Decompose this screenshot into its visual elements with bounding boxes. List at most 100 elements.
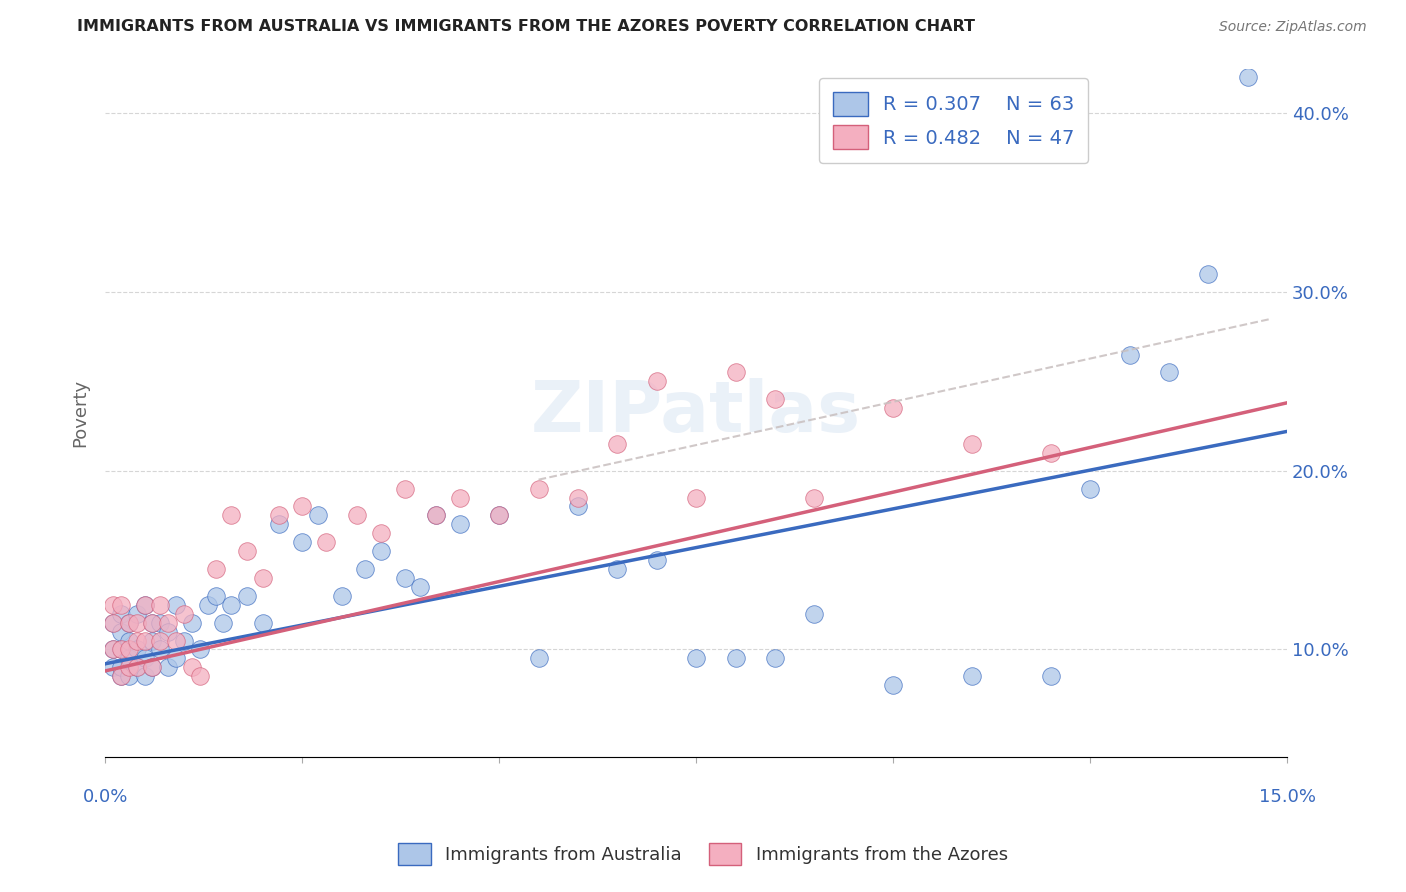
Point — [685, 651, 707, 665]
Text: ZIPatlas: ZIPatlas — [531, 378, 862, 447]
Point — [645, 553, 668, 567]
Point — [606, 562, 628, 576]
Point — [267, 517, 290, 532]
Point — [882, 678, 904, 692]
Point — [188, 642, 211, 657]
Point — [685, 491, 707, 505]
Point — [724, 365, 747, 379]
Text: 15.0%: 15.0% — [1258, 788, 1316, 805]
Point — [346, 508, 368, 523]
Point — [134, 669, 156, 683]
Point — [370, 526, 392, 541]
Point — [101, 642, 124, 657]
Point — [882, 401, 904, 416]
Point — [204, 589, 226, 603]
Point — [212, 615, 235, 630]
Y-axis label: Poverty: Poverty — [72, 378, 89, 447]
Point — [370, 544, 392, 558]
Point — [291, 500, 314, 514]
Point — [141, 660, 163, 674]
Point — [409, 580, 432, 594]
Point — [149, 615, 172, 630]
Point — [125, 633, 148, 648]
Point — [763, 651, 786, 665]
Point — [315, 535, 337, 549]
Point — [449, 491, 471, 505]
Point — [394, 482, 416, 496]
Point — [236, 544, 259, 558]
Point — [149, 642, 172, 657]
Point — [101, 642, 124, 657]
Point — [134, 598, 156, 612]
Point — [606, 437, 628, 451]
Point — [354, 562, 377, 576]
Point — [425, 508, 447, 523]
Point — [110, 660, 132, 674]
Point — [157, 615, 180, 630]
Point — [1157, 365, 1180, 379]
Point — [197, 598, 219, 612]
Point — [527, 482, 550, 496]
Point — [449, 517, 471, 532]
Point — [330, 589, 353, 603]
Text: IMMIGRANTS FROM AUSTRALIA VS IMMIGRANTS FROM THE AZORES POVERTY CORRELATION CHAR: IMMIGRANTS FROM AUSTRALIA VS IMMIGRANTS … — [77, 20, 976, 34]
Point — [180, 660, 202, 674]
Point — [188, 669, 211, 683]
Point — [488, 508, 510, 523]
Point — [149, 598, 172, 612]
Point — [118, 669, 141, 683]
Point — [252, 615, 274, 630]
Point — [219, 508, 242, 523]
Point — [307, 508, 329, 523]
Point — [118, 615, 141, 630]
Point — [141, 660, 163, 674]
Point — [110, 642, 132, 657]
Point — [567, 491, 589, 505]
Point — [180, 615, 202, 630]
Point — [157, 660, 180, 674]
Point — [803, 607, 825, 621]
Point — [763, 392, 786, 407]
Point — [488, 508, 510, 523]
Point — [1039, 446, 1062, 460]
Legend: Immigrants from Australia, Immigrants from the Azores: Immigrants from Australia, Immigrants fr… — [389, 834, 1017, 874]
Point — [165, 598, 187, 612]
Point — [527, 651, 550, 665]
Text: Source: ZipAtlas.com: Source: ZipAtlas.com — [1219, 21, 1367, 34]
Point — [125, 607, 148, 621]
Point — [110, 669, 132, 683]
Point — [118, 633, 141, 648]
Text: 0.0%: 0.0% — [83, 788, 128, 805]
Point — [267, 508, 290, 523]
Point — [645, 375, 668, 389]
Point — [173, 633, 195, 648]
Point — [118, 660, 141, 674]
Point — [125, 660, 148, 674]
Point — [110, 598, 132, 612]
Point — [173, 607, 195, 621]
Point — [394, 571, 416, 585]
Point — [110, 624, 132, 639]
Point — [567, 500, 589, 514]
Point — [101, 660, 124, 674]
Point — [960, 669, 983, 683]
Point — [960, 437, 983, 451]
Point — [1236, 70, 1258, 85]
Point — [101, 615, 124, 630]
Point — [149, 633, 172, 648]
Point — [1118, 347, 1140, 361]
Point — [165, 633, 187, 648]
Point — [803, 491, 825, 505]
Point — [1039, 669, 1062, 683]
Point — [134, 598, 156, 612]
Point — [110, 607, 132, 621]
Point — [101, 615, 124, 630]
Point — [291, 535, 314, 549]
Point — [141, 615, 163, 630]
Point — [110, 642, 132, 657]
Point — [165, 651, 187, 665]
Point — [236, 589, 259, 603]
Point — [219, 598, 242, 612]
Point — [118, 642, 141, 657]
Point — [724, 651, 747, 665]
